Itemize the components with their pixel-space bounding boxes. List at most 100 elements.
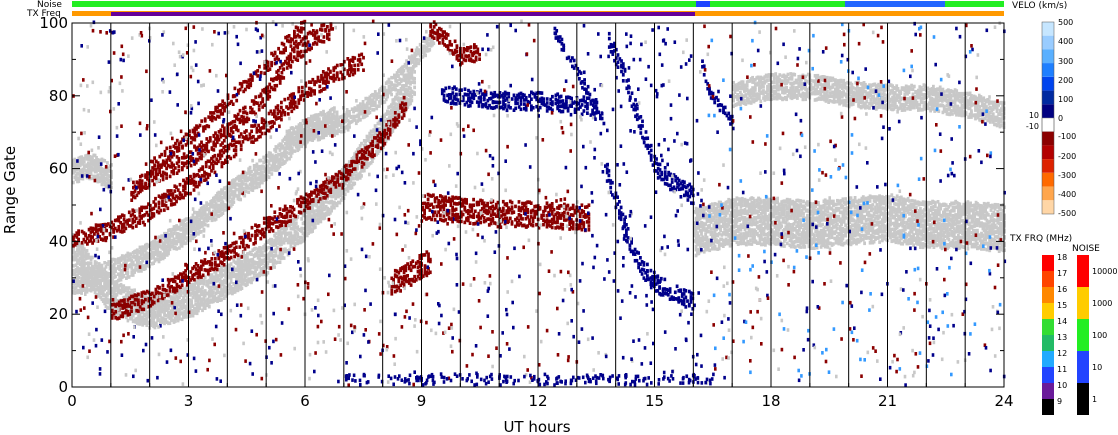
echo-cell xyxy=(318,117,321,121)
echo-cell xyxy=(319,219,323,224)
echo-cell xyxy=(290,237,294,241)
echo-cell xyxy=(319,193,323,198)
echo-cell xyxy=(349,183,353,187)
echo-cell xyxy=(328,211,332,215)
echo-cell xyxy=(256,254,260,258)
echo-cell xyxy=(164,306,168,311)
echo-cell xyxy=(395,92,399,97)
echo-cell xyxy=(806,220,809,225)
echo-cell xyxy=(112,286,116,290)
echo-cell xyxy=(403,89,407,93)
echo-cell xyxy=(229,285,233,289)
echo-cell xyxy=(331,203,335,207)
echo-cell xyxy=(114,274,117,279)
echo-cell xyxy=(390,75,393,80)
echo-cell xyxy=(256,261,260,265)
echo-cell xyxy=(860,219,864,224)
echo-cell xyxy=(402,69,406,73)
echo-cell xyxy=(300,226,304,231)
echo-cell xyxy=(251,257,255,262)
echo-cell xyxy=(428,48,432,52)
echo-cell xyxy=(153,310,157,314)
echo-cell xyxy=(399,91,403,96)
echo-cell xyxy=(220,297,223,302)
echo-cell xyxy=(333,206,336,210)
echo-cell xyxy=(274,149,278,153)
echo-cell xyxy=(81,244,85,248)
echo-cell xyxy=(233,290,237,294)
echo-cell xyxy=(300,123,304,127)
echo-cell xyxy=(152,308,155,312)
echo-cell xyxy=(201,285,204,290)
echo-cell xyxy=(315,196,319,200)
echo-cell xyxy=(156,244,160,249)
echo-cell xyxy=(123,258,127,262)
echo-cell xyxy=(326,196,329,200)
echo-cell xyxy=(394,88,398,92)
echo-cell xyxy=(799,218,803,222)
echo-cell xyxy=(324,188,328,192)
echo-cell xyxy=(736,229,740,234)
echo-cell xyxy=(371,92,374,97)
echo-cell xyxy=(330,205,333,210)
echo-cell xyxy=(353,154,357,159)
echo-cell xyxy=(161,316,165,320)
echo-cell xyxy=(301,231,305,235)
echo-cell xyxy=(179,304,183,309)
echo-cell xyxy=(154,321,158,326)
echo-cell xyxy=(182,295,185,300)
echo-cell xyxy=(224,286,227,290)
echo-cell xyxy=(145,320,149,325)
echo-cell xyxy=(717,246,721,251)
echo-cell xyxy=(73,157,77,162)
echo-cell xyxy=(315,213,319,217)
echo-cell xyxy=(353,169,357,174)
echo-cell xyxy=(360,141,363,146)
echo-cell xyxy=(224,280,227,285)
echo-band-1 xyxy=(72,153,113,190)
echo-cell xyxy=(316,126,320,131)
echo-cell xyxy=(266,271,270,275)
echo-cell xyxy=(135,296,139,300)
echo-cell xyxy=(348,125,351,129)
echo-cell xyxy=(297,136,301,141)
echo-cell xyxy=(399,78,403,82)
echo-cell xyxy=(115,293,119,297)
echo-cell xyxy=(149,309,153,314)
echo-cell xyxy=(157,318,161,322)
echo-cell xyxy=(740,200,744,204)
echo-cell xyxy=(122,284,126,288)
echo-cell xyxy=(372,108,376,112)
echo-cell xyxy=(243,257,247,261)
echo-cell xyxy=(871,203,875,207)
echo-cell xyxy=(107,288,111,293)
echo-cell xyxy=(334,191,338,196)
echo-cell xyxy=(353,181,357,186)
echo-cell xyxy=(217,277,221,282)
echo-cell xyxy=(271,249,275,253)
echo-cell xyxy=(713,244,717,249)
echo-cell xyxy=(799,245,803,249)
echo-cell xyxy=(72,233,75,237)
echo-cell xyxy=(759,233,763,237)
echo-cell xyxy=(80,246,83,251)
echo-cell xyxy=(99,282,102,286)
echo-cell xyxy=(410,94,414,99)
echo-cell xyxy=(145,310,149,315)
echo-cell xyxy=(198,281,202,286)
echo-cell xyxy=(93,263,97,267)
echo-cell xyxy=(396,102,400,107)
echo-cell xyxy=(814,204,818,208)
echo-cell xyxy=(122,274,126,278)
echo-cell xyxy=(191,304,195,308)
echo-cell xyxy=(198,294,202,298)
echo-cell xyxy=(406,89,410,93)
echo-cell xyxy=(727,223,731,227)
echo-cell xyxy=(273,238,276,243)
echo-cell xyxy=(188,314,192,318)
echo-cell xyxy=(251,277,255,281)
echo-cell xyxy=(138,322,142,326)
echo-cell xyxy=(390,81,393,85)
echo-cell xyxy=(97,278,101,283)
echo-cell xyxy=(365,104,369,109)
